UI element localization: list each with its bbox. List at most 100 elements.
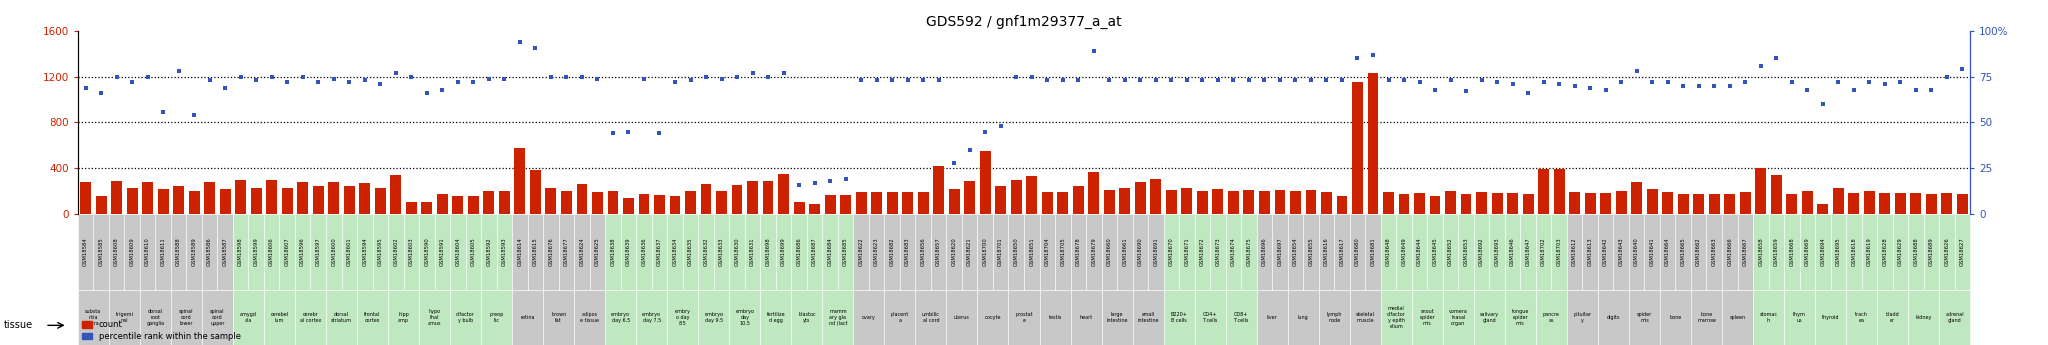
Bar	[528, 214, 543, 290]
Bar	[915, 214, 932, 290]
Text: GSM18694: GSM18694	[1821, 238, 1825, 266]
Bar	[918, 192, 928, 214]
Bar	[1397, 214, 1411, 290]
Bar	[1538, 169, 1548, 214]
Point	[1171, 78, 1204, 83]
Bar	[358, 183, 371, 214]
Bar	[1878, 290, 1909, 345]
Point	[1389, 78, 1421, 83]
Bar	[1102, 290, 1133, 345]
Bar	[592, 192, 602, 214]
Bar	[250, 188, 262, 214]
Bar	[1722, 214, 1737, 290]
Bar	[109, 214, 125, 290]
Title: GDS592 / gnf1m29377_a_at: GDS592 / gnf1m29377_a_at	[926, 14, 1122, 29]
Bar	[838, 214, 854, 290]
Bar	[111, 181, 123, 214]
Bar	[1769, 214, 1784, 290]
Bar	[283, 188, 293, 214]
Bar	[481, 290, 512, 345]
Text: GSM18609: GSM18609	[129, 238, 135, 266]
Text: GSM18698: GSM18698	[766, 238, 770, 266]
Point	[891, 78, 924, 83]
Point	[705, 76, 737, 81]
Bar	[668, 290, 698, 345]
Bar	[1567, 214, 1583, 290]
Bar	[1706, 214, 1722, 290]
Point	[365, 81, 397, 87]
Bar	[170, 290, 203, 345]
Text: GSM18677: GSM18677	[563, 238, 569, 266]
Bar	[1196, 191, 1208, 214]
Text: GSM18667: GSM18667	[1743, 238, 1747, 266]
Bar	[885, 290, 915, 345]
Text: adrenal
gland: adrenal gland	[1946, 312, 1964, 323]
Text: GSM18588: GSM18588	[176, 238, 180, 266]
Point	[922, 78, 954, 83]
Point	[1931, 74, 1964, 80]
Point	[131, 74, 164, 80]
Point	[270, 79, 303, 85]
Text: dorsal
root
ganglia: dorsal root ganglia	[145, 309, 164, 326]
Point	[473, 76, 506, 81]
Bar	[1290, 191, 1300, 214]
Bar	[1802, 191, 1812, 214]
Text: GSM18614: GSM18614	[518, 238, 522, 266]
Bar	[856, 191, 866, 214]
Bar	[1833, 188, 1843, 214]
Text: GSM18645: GSM18645	[1432, 238, 1438, 266]
Text: GSM18633: GSM18633	[719, 238, 725, 266]
Bar	[1085, 214, 1102, 290]
Text: cerebel
lum: cerebel lum	[270, 312, 289, 323]
Bar	[342, 214, 356, 290]
Point	[1094, 78, 1126, 83]
Bar	[203, 214, 217, 290]
Bar	[1040, 290, 1071, 345]
Text: CD4+
T cells: CD4+ T cells	[1202, 312, 1219, 323]
Bar	[1628, 214, 1645, 290]
Bar	[1149, 214, 1163, 290]
Bar	[1939, 290, 1970, 345]
Bar	[543, 214, 559, 290]
Text: GSM18641: GSM18641	[1651, 238, 1655, 266]
Bar	[344, 186, 354, 214]
Point	[674, 78, 707, 83]
Bar	[1800, 214, 1815, 290]
Point	[1823, 79, 1855, 85]
Bar	[420, 290, 451, 345]
Text: GSM18608: GSM18608	[115, 238, 119, 266]
Bar	[682, 214, 698, 290]
Text: GSM18622: GSM18622	[858, 238, 864, 266]
Text: GSM18673: GSM18673	[1214, 238, 1221, 266]
Text: GSM18587: GSM18587	[223, 238, 227, 266]
Bar	[887, 192, 897, 214]
Point	[100, 74, 133, 80]
Text: GSM18620: GSM18620	[952, 238, 956, 266]
Text: GSM18651: GSM18651	[1030, 238, 1034, 266]
Text: GSM18594: GSM18594	[362, 238, 367, 266]
Text: GSM18584: GSM18584	[84, 238, 88, 266]
Text: GSM18696: GSM18696	[1262, 238, 1268, 266]
Point	[1233, 78, 1266, 83]
Bar	[313, 186, 324, 214]
Text: GSM18668: GSM18668	[1790, 238, 1794, 266]
Text: GSM18617: GSM18617	[1339, 238, 1343, 266]
Text: GSM18697: GSM18697	[1278, 238, 1282, 266]
Point	[162, 69, 195, 74]
Point	[1434, 78, 1466, 83]
Bar	[795, 203, 805, 214]
Bar	[729, 290, 760, 345]
Text: umbilic
al cord: umbilic al cord	[922, 312, 940, 323]
Bar	[1663, 192, 1673, 214]
Bar	[1661, 290, 1692, 345]
Point	[844, 78, 877, 83]
Point	[1372, 78, 1405, 83]
Text: GSM18688: GSM18688	[1913, 238, 1919, 266]
Bar	[328, 182, 340, 214]
Text: embryo
day 9.5: embryo day 9.5	[705, 312, 723, 323]
Text: GSM18624: GSM18624	[580, 238, 584, 266]
Text: placent
a: placent a	[891, 312, 909, 323]
Bar	[934, 166, 944, 214]
Point	[829, 176, 862, 182]
Text: spinal
cord
upper: spinal cord upper	[211, 309, 225, 326]
